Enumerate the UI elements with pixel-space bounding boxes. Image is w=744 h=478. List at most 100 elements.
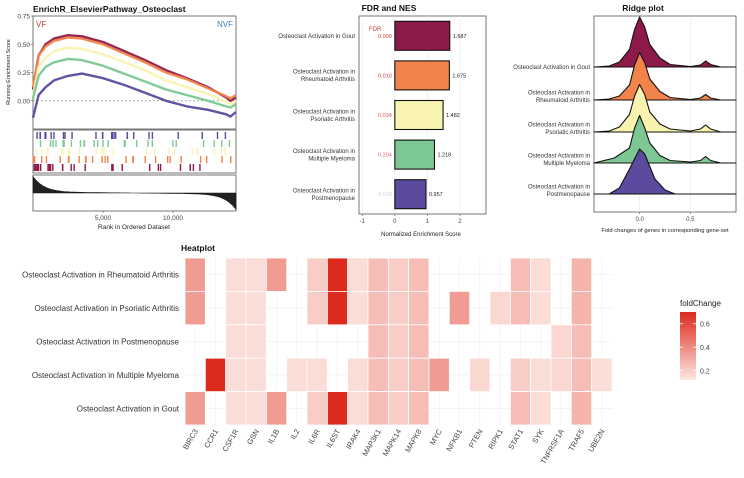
heat-cell bbox=[326, 290, 349, 326]
nes-xtick-label: 2 bbox=[458, 219, 462, 225]
gsea-series-line bbox=[31, 57, 237, 109]
heat-column-label: PTEN bbox=[467, 428, 485, 450]
heat-column-label: MYC bbox=[428, 427, 444, 446]
gsea-ytick-label: 0.25 bbox=[17, 70, 30, 77]
heat-row-label: Osteoclast Activation in Psoriatic Arthr… bbox=[35, 304, 180, 313]
heat-cell bbox=[225, 324, 247, 359]
heat-cell bbox=[550, 357, 572, 393]
heat-column-label: GSN bbox=[245, 428, 261, 447]
ridge-category-label: Osteoclast Activation in bbox=[528, 91, 590, 97]
heat-cell bbox=[530, 290, 552, 326]
heat-cell bbox=[286, 357, 308, 393]
nes-fdr-label: 0.009 bbox=[378, 34, 392, 40]
heat-cell bbox=[225, 391, 247, 426]
heat-legend-label: 0.2 bbox=[700, 369, 710, 376]
heat-column-label: CCR1 bbox=[202, 428, 220, 450]
heat-cell bbox=[489, 290, 511, 326]
heat-cell bbox=[530, 357, 552, 393]
heat-cell bbox=[225, 357, 247, 393]
ridge-category-label: Osteoclast Activation in bbox=[528, 154, 590, 160]
ridge-xlabel: Fold changes of genes in corresponding g… bbox=[601, 228, 729, 234]
heat-cell bbox=[265, 391, 288, 426]
nes-bars: 1.687 0.009 1.675 0.010 1.482 0.034 1.218 0.204… bbox=[378, 20, 467, 210]
nes-value-label: 1.218 bbox=[437, 153, 451, 159]
nes-bar bbox=[394, 20, 451, 51]
nes-bar bbox=[394, 139, 436, 170]
heat-cell bbox=[306, 290, 328, 326]
heat-cell bbox=[428, 357, 450, 393]
ridge-title: Ridge plot bbox=[622, 3, 664, 13]
ridge-density bbox=[593, 51, 737, 101]
ridge-category-label: Multiple Myeloma bbox=[543, 161, 590, 167]
heat-column-label: MAPK8 bbox=[403, 428, 424, 455]
heat-legend-ticks: 0.2 0.4 0.6 bbox=[680, 322, 710, 376]
heat-cell bbox=[570, 290, 593, 326]
heat-cell bbox=[347, 391, 369, 426]
ridge-density bbox=[593, 16, 737, 68]
gsea-ytick-label: 0.00 bbox=[17, 98, 30, 105]
ridge-plot-frame bbox=[593, 15, 737, 213]
heat-cell bbox=[387, 391, 410, 426]
heat-cell bbox=[570, 257, 593, 292]
ridge-density bbox=[593, 114, 737, 164]
heat-cell bbox=[408, 324, 430, 359]
heat-column-label: UBE2N bbox=[586, 428, 606, 454]
heat-cell bbox=[509, 257, 532, 292]
ridge-category-label: Rheumatoid Arthritis bbox=[536, 98, 590, 104]
heat-column-label: IL2 bbox=[289, 428, 302, 442]
heat-cell bbox=[306, 357, 328, 393]
gsea-ytick-label: 0.50 bbox=[17, 42, 30, 49]
heat-cell bbox=[448, 290, 471, 326]
heat-cell bbox=[387, 324, 410, 359]
nes-category-label: Multiple Myeloma bbox=[308, 156, 355, 162]
heat-legend-colorbar bbox=[680, 312, 696, 380]
heat-cell bbox=[367, 324, 389, 359]
heat-cell bbox=[367, 357, 389, 393]
heat-column-label: IL6ST bbox=[324, 427, 342, 449]
heat-cell bbox=[225, 290, 247, 326]
nes-xtick-label: 1 bbox=[426, 219, 430, 225]
heat-cell bbox=[570, 357, 593, 393]
heat-column-labels: BIRC3 CCR1 CSF1R GSN IL1B IL2 IL6R IL6ST IRAK4 MA… bbox=[181, 427, 607, 466]
heat-cell bbox=[387, 257, 410, 292]
heat-column-label: SYK bbox=[530, 428, 545, 446]
heat-title: Heatplot bbox=[181, 243, 215, 253]
nes-fdr-label: 0.204 bbox=[378, 153, 392, 159]
ridge-category-label: Psoriatic Arthritis bbox=[545, 130, 590, 136]
heat-cell bbox=[245, 257, 267, 292]
ridge-xtick-label: 0.5 bbox=[686, 217, 695, 223]
heat-cell bbox=[591, 357, 613, 393]
heat-cell bbox=[245, 391, 267, 426]
nes-category-label: Osteoclast Activation in bbox=[293, 188, 355, 194]
heat-cell bbox=[184, 391, 206, 426]
heat-column-label: TRAF5 bbox=[567, 428, 587, 453]
gsea-rank-area bbox=[32, 175, 237, 211]
ridge-density bbox=[593, 148, 737, 195]
gsea-series-line bbox=[31, 46, 237, 106]
heat-cell bbox=[347, 290, 369, 326]
heat-cell bbox=[347, 257, 369, 292]
nes-value-label: 0.957 bbox=[429, 192, 443, 198]
gsea-corner-right: NVF bbox=[217, 20, 233, 29]
heat-column-label: IL1B bbox=[266, 428, 282, 446]
nes-category-label: Psoriatic Arthritis bbox=[310, 117, 355, 123]
heat-cell bbox=[530, 391, 552, 426]
heat-cell bbox=[387, 357, 410, 393]
heat-cell bbox=[347, 357, 369, 393]
ridge-category-labels: Osteoclast Activation in Gout Osteoclast … bbox=[513, 65, 590, 198]
heat-column-label: RIPK1 bbox=[486, 428, 505, 451]
gsea-series-line bbox=[31, 36, 237, 100]
gsea-ylabel: Running Enrichment Score bbox=[6, 39, 12, 105]
gsea-yticks: 0.00 0.25 0.50 0.75 bbox=[17, 14, 33, 105]
ridge-areas bbox=[593, 16, 737, 195]
ridge-category-label: Osteoclast Activation in bbox=[528, 123, 590, 129]
gsea-plot-frame bbox=[32, 15, 237, 130]
heat-cell bbox=[408, 257, 430, 292]
heat-row-labels: Osteoclast Activation in Rheumatoid Arth… bbox=[22, 271, 180, 414]
nes-bar bbox=[394, 60, 450, 91]
nes-panel: FDR and NES FDR 1.687 0.009 1.675 0.010 1.48… bbox=[278, 3, 487, 238]
heat-cell bbox=[469, 357, 491, 393]
ridge-density bbox=[593, 83, 737, 133]
heat-cell bbox=[306, 391, 328, 426]
nes-title: FDR and NES bbox=[362, 3, 417, 13]
